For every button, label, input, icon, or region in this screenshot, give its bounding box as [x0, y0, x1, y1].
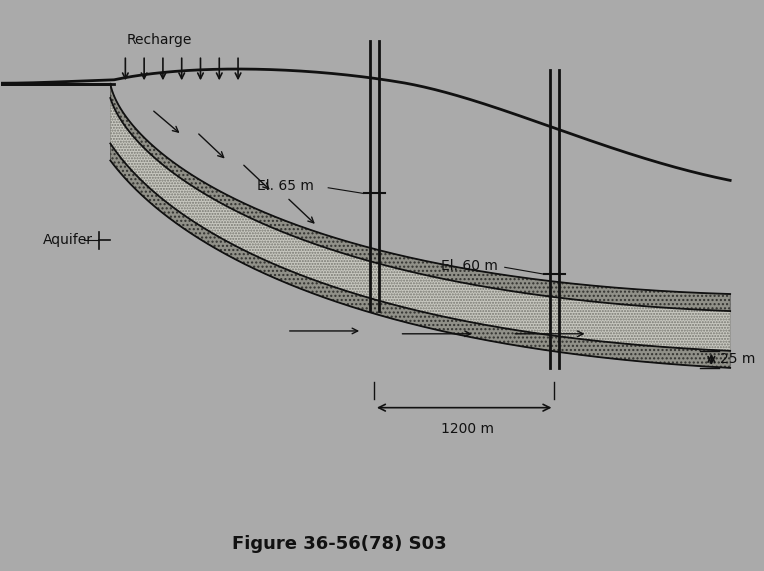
- Text: El. 65 m: El. 65 m: [257, 179, 314, 193]
- Polygon shape: [110, 98, 730, 351]
- Text: 1200 m: 1200 m: [441, 422, 494, 436]
- Text: 25 m: 25 m: [720, 352, 756, 367]
- Polygon shape: [110, 84, 730, 311]
- Text: Figure 36-56(78) S03: Figure 36-56(78) S03: [232, 535, 447, 553]
- Polygon shape: [110, 143, 730, 368]
- Text: El. 60 m: El. 60 m: [441, 259, 498, 272]
- Text: Recharge: Recharge: [127, 33, 192, 47]
- Text: Aquifer: Aquifer: [43, 233, 92, 247]
